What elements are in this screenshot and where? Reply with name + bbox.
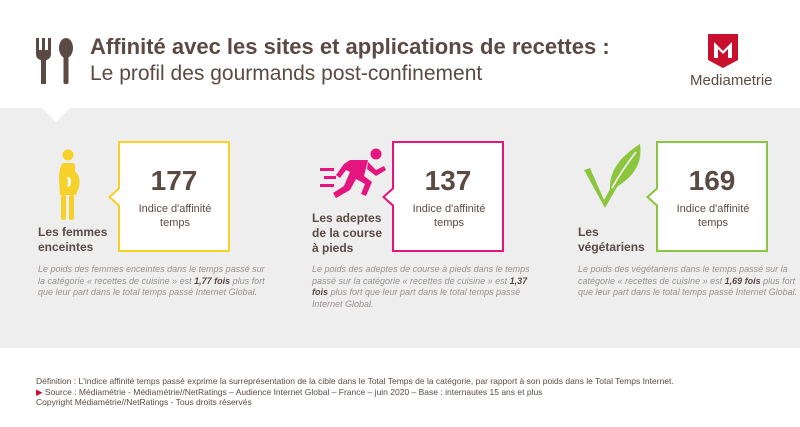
affinity-card-pregnant-women: 177 Indice d'affinité temps xyxy=(108,141,230,252)
segment-label: Les végétariens xyxy=(578,225,645,254)
cutlery-icon xyxy=(36,38,73,84)
page-subtitle: Le profil des gourmands post-confinement xyxy=(90,62,483,85)
page-title: Affinité avec les sites et applications … xyxy=(90,34,610,59)
affinity-index-label: Indice d'affinité temps xyxy=(412,203,486,229)
affinity-index-value: 169 xyxy=(688,165,736,196)
affinity-card-vegetarians: 169 Indice d'affinité temps xyxy=(646,141,768,252)
runner-icon xyxy=(320,148,386,198)
affinity-index-label: Indice d'affinité temps xyxy=(676,203,750,229)
definition-text: Définition : L'indice affinité temps pas… xyxy=(36,376,674,386)
affinity-card-runners: 137 Indice d'affinité temps xyxy=(382,141,504,252)
band-notch xyxy=(42,108,70,122)
copyright-text: Copyright Médiamétrie//NetRatings - Tous… xyxy=(36,397,252,407)
segment-description: Le poids des adeptes de course à pieds d… xyxy=(312,264,530,309)
brand[interactable]: Mediametrie xyxy=(690,34,780,94)
source-arrow-icon: ▶ xyxy=(36,386,43,397)
pregnant-woman-icon xyxy=(59,149,80,220)
affinity-index-value: 177 xyxy=(150,165,198,196)
segment-label: Les adeptes de la course à pieds xyxy=(312,211,383,255)
segment-label: Les femmes enceintes xyxy=(38,225,108,254)
mediametrie-logo-icon xyxy=(708,34,738,68)
header: Affinité avec les sites et applications … xyxy=(0,0,800,108)
footer-notes: Définition : L'indice affinité temps pas… xyxy=(36,376,776,408)
source-text: ▶ Source : Médiamétrie - Médiamétrie//Ne… xyxy=(36,386,543,397)
segment-description: Le poids des végétariens dans le temps p… xyxy=(578,264,798,297)
segment-description: Le poids des femmes enceintes dans le te… xyxy=(38,264,265,297)
affinity-index-label: Indice d'affinité temps xyxy=(138,203,212,229)
brand-name: Mediametrie xyxy=(690,72,773,89)
leaf-check-icon xyxy=(584,144,641,208)
affinity-index-value: 137 xyxy=(424,165,472,196)
